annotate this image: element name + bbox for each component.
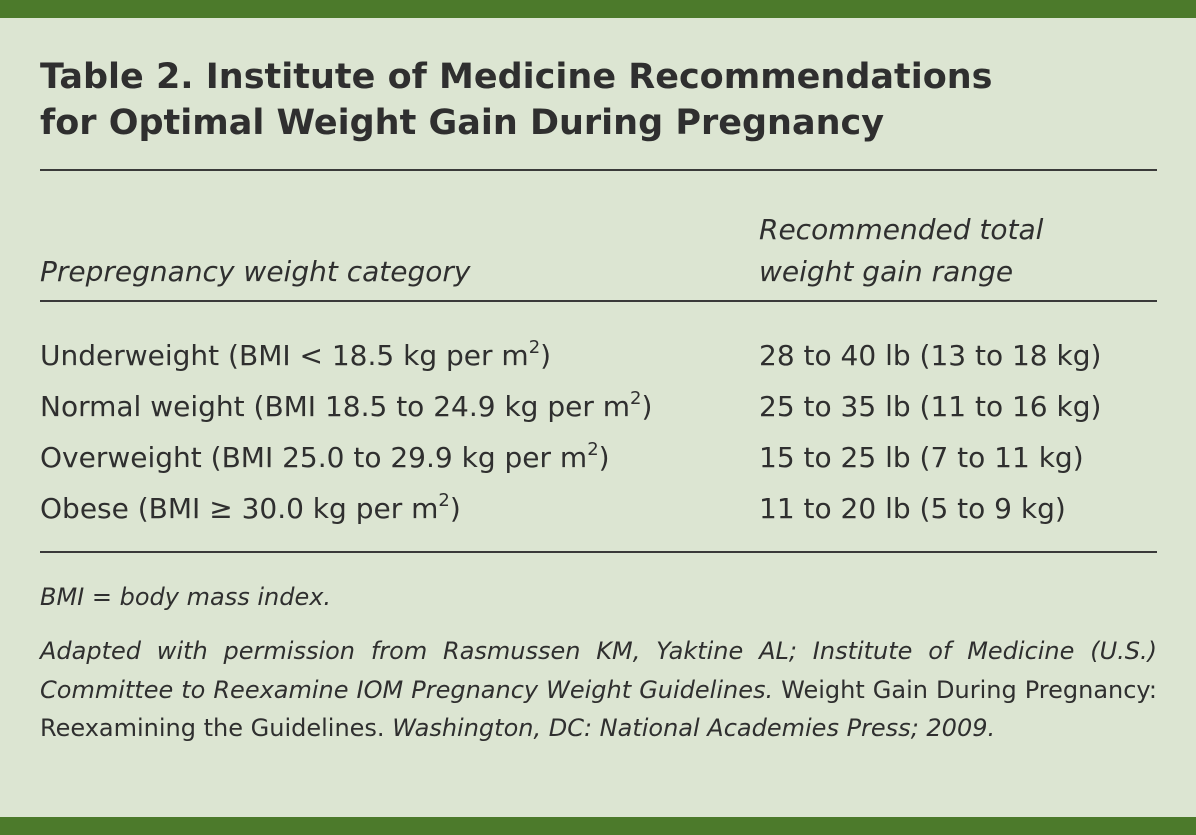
title-divider [40,169,1157,171]
row-weight-gain: 28 to 40 lb (13 to 18 kg) [759,339,1102,372]
header-weight-gain-line-1: Recommended total [759,213,1044,246]
table-body: Underweight (BMI < 18.5 kg per m2) 28 to… [40,330,1157,534]
row-category: Overweight (BMI 25.0 to 29.9 kg per m2) [40,432,610,483]
row-category-text: Normal weight (BMI 18.5 to 24.9 kg per m [40,390,631,423]
row-superscript: 2 [587,439,599,460]
bottom-accent-bar [0,817,1196,835]
source-authors: Adapted with permission from Rasmussen K… [40,637,1157,704]
row-weight-gain: 15 to 25 lb (7 to 11 kg) [759,441,1084,474]
row-close-paren: ) [540,339,552,372]
header-category: Prepregnancy weight category [40,255,471,288]
row-superscript: 2 [528,337,541,358]
row-category-text: Underweight (BMI < 18.5 kg per m [40,339,529,372]
row-category: Obese (BMI ≥ 30.0 kg per m2) [40,483,461,534]
row-superscript: 2 [630,388,642,409]
table-row: Normal weight (BMI 18.5 to 24.9 kg per m… [40,381,1157,432]
row-superscript: 2 [438,490,450,511]
source-book-title: Weight Gain During Pregnancy: Reexaminin… [40,675,1157,743]
header-weight-gain: Recommended total weight gain range [759,209,1157,293]
source-publisher: Washington, DC: National Academies Press… [392,714,996,742]
table-row: Obese (BMI ≥ 30.0 kg per m2) 11 to 20 lb… [40,483,1157,534]
table-row: Overweight (BMI 25.0 to 29.9 kg per m2) … [40,432,1157,483]
row-weight-gain: 25 to 35 lb (11 to 16 kg) [759,390,1102,423]
row-close-paren: ) [449,492,461,525]
header-weight-gain-line-2: weight gain range [759,255,1014,288]
table-row: Underweight (BMI < 18.5 kg per m2) 28 to… [40,330,1157,381]
table-title-line-1: Table 2. Institute of Medicine Recommend… [40,57,993,97]
top-accent-bar [0,0,1196,18]
row-close-paren: ) [598,441,610,474]
table-title-line-2: for Optimal Weight Gain During Pregnancy [40,103,885,143]
row-close-paren: ) [641,390,653,423]
row-category: Normal weight (BMI 18.5 to 24.9 kg per m… [40,381,652,432]
table-card: Table 2. Institute of Medicine Recommend… [40,18,1157,817]
row-weight-gain: 11 to 20 lb (5 to 9 kg) [759,492,1066,525]
row-category-text: Overweight (BMI 25.0 to 29.9 kg per m [40,441,588,474]
source-citation: Adapted with permission from Rasmussen K… [40,632,1157,748]
row-category-text: Obese (BMI ≥ 30.0 kg per m [40,492,439,525]
abbreviation-note: BMI = body mass index. [40,583,332,611]
body-divider [40,551,1157,553]
header-divider [40,300,1157,302]
table-title: Table 2. Institute of Medicine Recommend… [40,54,1157,146]
row-category: Underweight (BMI < 18.5 kg per m2) [40,330,551,381]
